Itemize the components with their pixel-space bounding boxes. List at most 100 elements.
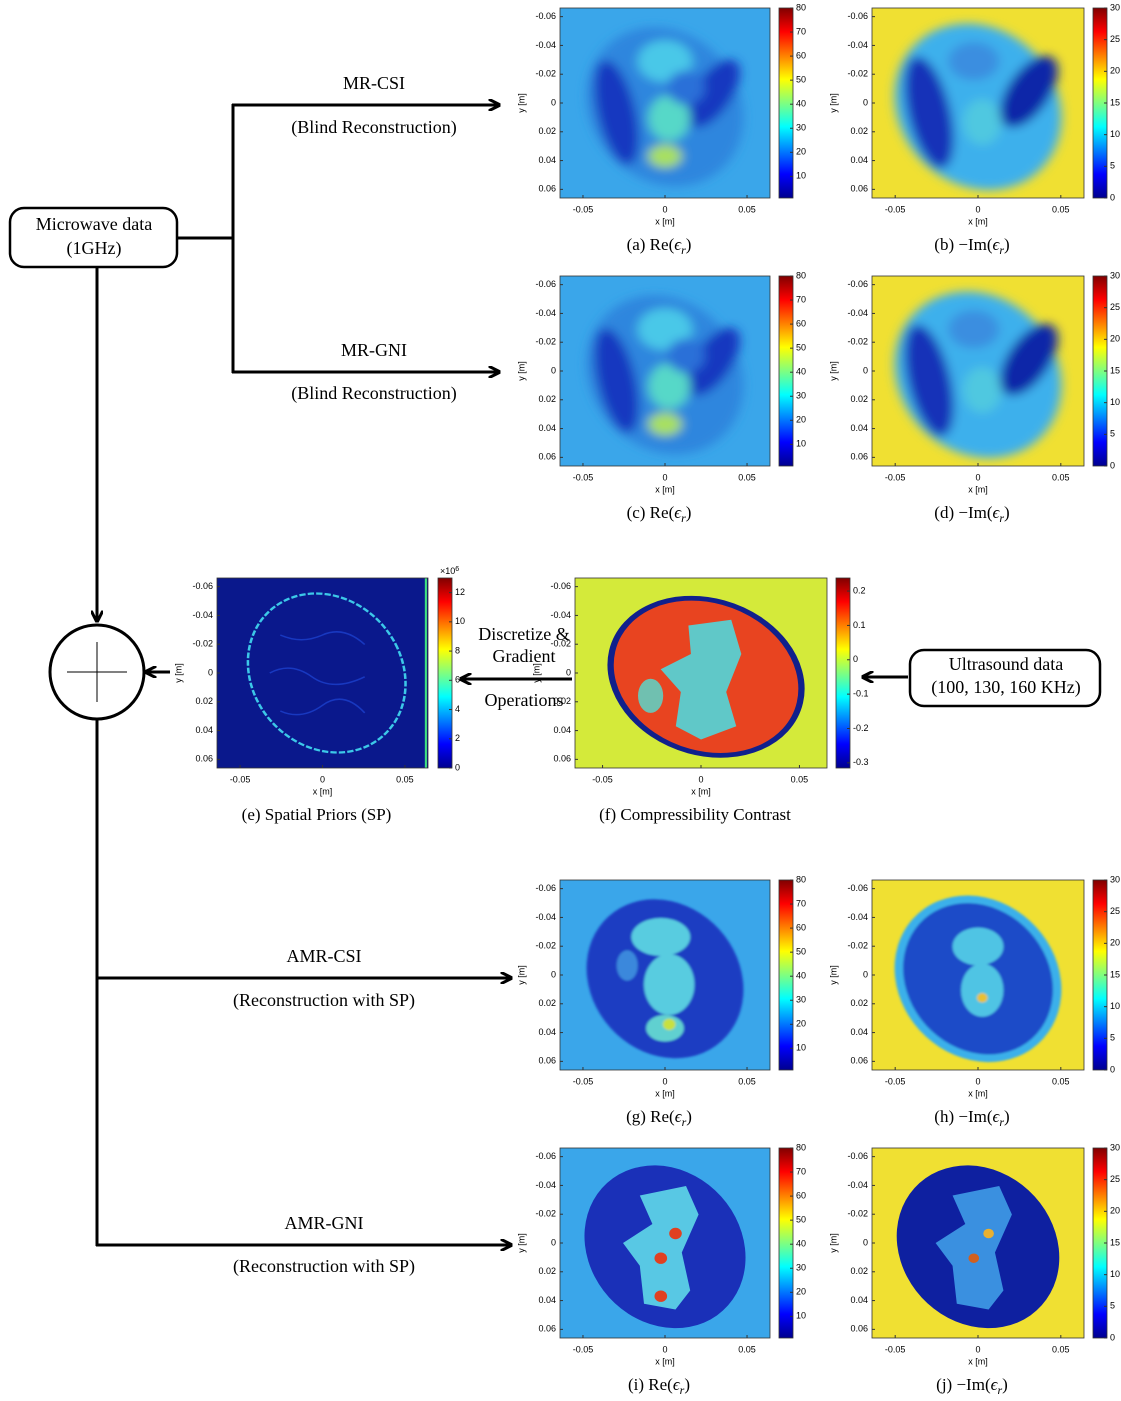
- edge-label: AMR-CSI: [286, 946, 361, 966]
- panel-image: [865, 267, 1092, 483]
- colorbar-tick-label: 10: [1110, 1001, 1120, 1011]
- caption-text: (j) −Im(: [936, 1375, 991, 1394]
- caption: (h) −Im(ϵr): [934, 1107, 1009, 1129]
- colorbar-tick-label: 25: [1110, 34, 1120, 44]
- x-tick-label: 0: [662, 204, 667, 214]
- y-tick-label: 0.02: [195, 696, 213, 706]
- colorbar-tick-label: 15: [1110, 365, 1120, 375]
- y-tick-label: 0.06: [553, 754, 571, 764]
- x-tick-label: -0.05: [573, 472, 594, 482]
- colorbar-tick-label: 20: [796, 147, 806, 157]
- panel-image: [865, 0, 1092, 215]
- y-tick-label: 0.04: [850, 1295, 868, 1305]
- colorbar-tick-label: 10: [1110, 397, 1120, 407]
- panel: -0.06-0.04-0.0200.020.040.06-0.0500.05x …: [516, 1141, 806, 1397]
- y-tick-label: 0.06: [850, 184, 868, 194]
- panel-image: [573, 572, 838, 782]
- operation-text: Gradient: [493, 646, 556, 666]
- y-tick-label: -0.06: [847, 883, 868, 893]
- caption: (e) Spatial Priors (SP): [242, 805, 392, 824]
- x-tick-label: -0.05: [592, 774, 613, 784]
- y-axis-label: y [m]: [516, 1233, 526, 1253]
- caption-suffix: ): [684, 1375, 690, 1394]
- y-tick-label: -0.06: [535, 279, 556, 289]
- x-tick-label: 0: [975, 472, 980, 482]
- x-tick-label: -0.05: [885, 204, 906, 214]
- colorbar-tick-label: 30: [1110, 1142, 1120, 1152]
- y-tick-label: -0.04: [847, 912, 868, 922]
- colorbar-tick-label: 2: [455, 733, 460, 743]
- colorbar-tick-label: 50: [796, 1215, 806, 1225]
- colorbar-tick-label: 40: [796, 971, 806, 981]
- y-tick-label: -0.06: [847, 11, 868, 21]
- colorbar-tick-label: 0: [1110, 460, 1115, 470]
- colorbar-tick-label: -0.3: [853, 757, 869, 767]
- colorbar-tick-label: 5: [1110, 429, 1115, 439]
- panel-image: [865, 871, 1092, 1087]
- y-tick-label: 0.06: [538, 1056, 556, 1066]
- y-axis-label: y [m]: [828, 965, 838, 985]
- colorbar-tick-label: -0.1: [853, 689, 869, 699]
- y-tick-label: -0.02: [535, 337, 556, 347]
- y-tick-label: 0: [551, 1237, 556, 1247]
- caption-text: (b) −Im(: [934, 235, 993, 254]
- caption-text: (d) −Im(: [934, 503, 993, 522]
- y-tick-label: -0.06: [192, 581, 213, 591]
- y-tick-label: 0: [208, 667, 213, 677]
- x-tick-label: -0.05: [885, 1344, 906, 1354]
- node-text: (100, 130, 160 KHz): [931, 677, 1080, 698]
- caption-suffix: ): [1002, 1375, 1008, 1394]
- diagram: Microwave data (1GHz) Ultrasound data (1…: [0, 0, 1121, 1401]
- y-axis-label: y [m]: [828, 1233, 838, 1253]
- panel: -0.06-0.04-0.0200.020.040.06-0.0500.05x …: [828, 0, 1120, 257]
- colorbar-tick-label: 20: [1110, 334, 1120, 344]
- x-tick-label: 0.05: [1052, 1344, 1070, 1354]
- colorbar-exponent: ×106: [440, 566, 459, 577]
- x-tick-label: 0.05: [791, 774, 809, 784]
- edge-label: AMR-GNI: [285, 1213, 364, 1233]
- x-tick-label: 0.05: [1052, 472, 1070, 482]
- colorbar-tick-label: 5: [1110, 1301, 1115, 1311]
- colorbar-tick-label: 30: [796, 123, 806, 133]
- edge-label: MR-GNI: [341, 340, 407, 360]
- colorbar-tick-label: 20: [796, 1019, 806, 1029]
- y-tick-label: -0.04: [535, 912, 556, 922]
- y-tick-label: 0.06: [538, 452, 556, 462]
- colorbar-tick-label: 30: [796, 1263, 806, 1273]
- y-tick-label: -0.02: [847, 1209, 868, 1219]
- colorbar-tick-label: 0.1: [853, 620, 866, 630]
- caption-suffix: ): [686, 503, 692, 522]
- exponent-base: ×10: [440, 566, 455, 576]
- y-tick-label: -0.02: [550, 639, 571, 649]
- sum-node: [50, 625, 144, 719]
- caption-suffix: ): [686, 235, 692, 254]
- colorbar-tick-label: 10: [796, 1311, 806, 1321]
- edge-sublabel: (Blind Reconstruction): [291, 383, 456, 404]
- caption-suffix: ): [1004, 503, 1010, 522]
- colorbar-tick-label: 15: [1110, 97, 1120, 107]
- x-tick-label: 0.05: [738, 204, 756, 214]
- panel-image: [867, 1141, 1088, 1352]
- colorbar-tick-label: 50: [796, 947, 806, 957]
- caption-text: (a) Re(: [627, 235, 675, 254]
- y-tick-label: -0.06: [535, 1151, 556, 1161]
- x-tick-label: -0.05: [885, 472, 906, 482]
- colorbar-tick-label: 20: [1110, 1206, 1120, 1216]
- colorbar-tick-label: 5: [1110, 161, 1115, 171]
- x-tick-label: 0: [320, 774, 325, 784]
- colorbar-tick-label: 20: [796, 415, 806, 425]
- colorbar-tick-label: 10: [1110, 129, 1120, 139]
- colorbar-tick-label: 0: [1110, 192, 1115, 202]
- colorbar-tick-label: 80: [796, 1142, 806, 1152]
- y-tick-label: 0: [863, 1237, 868, 1247]
- y-tick-label: 0.04: [195, 725, 213, 735]
- y-tick-label: 0.06: [195, 754, 213, 764]
- colorbar-tick-label: 50: [796, 75, 806, 85]
- x-tick-label: 0: [975, 1076, 980, 1086]
- x-tick-label: 0: [662, 1076, 667, 1086]
- colorbar-tick-label: 40: [796, 99, 806, 109]
- colorbar: [836, 578, 850, 768]
